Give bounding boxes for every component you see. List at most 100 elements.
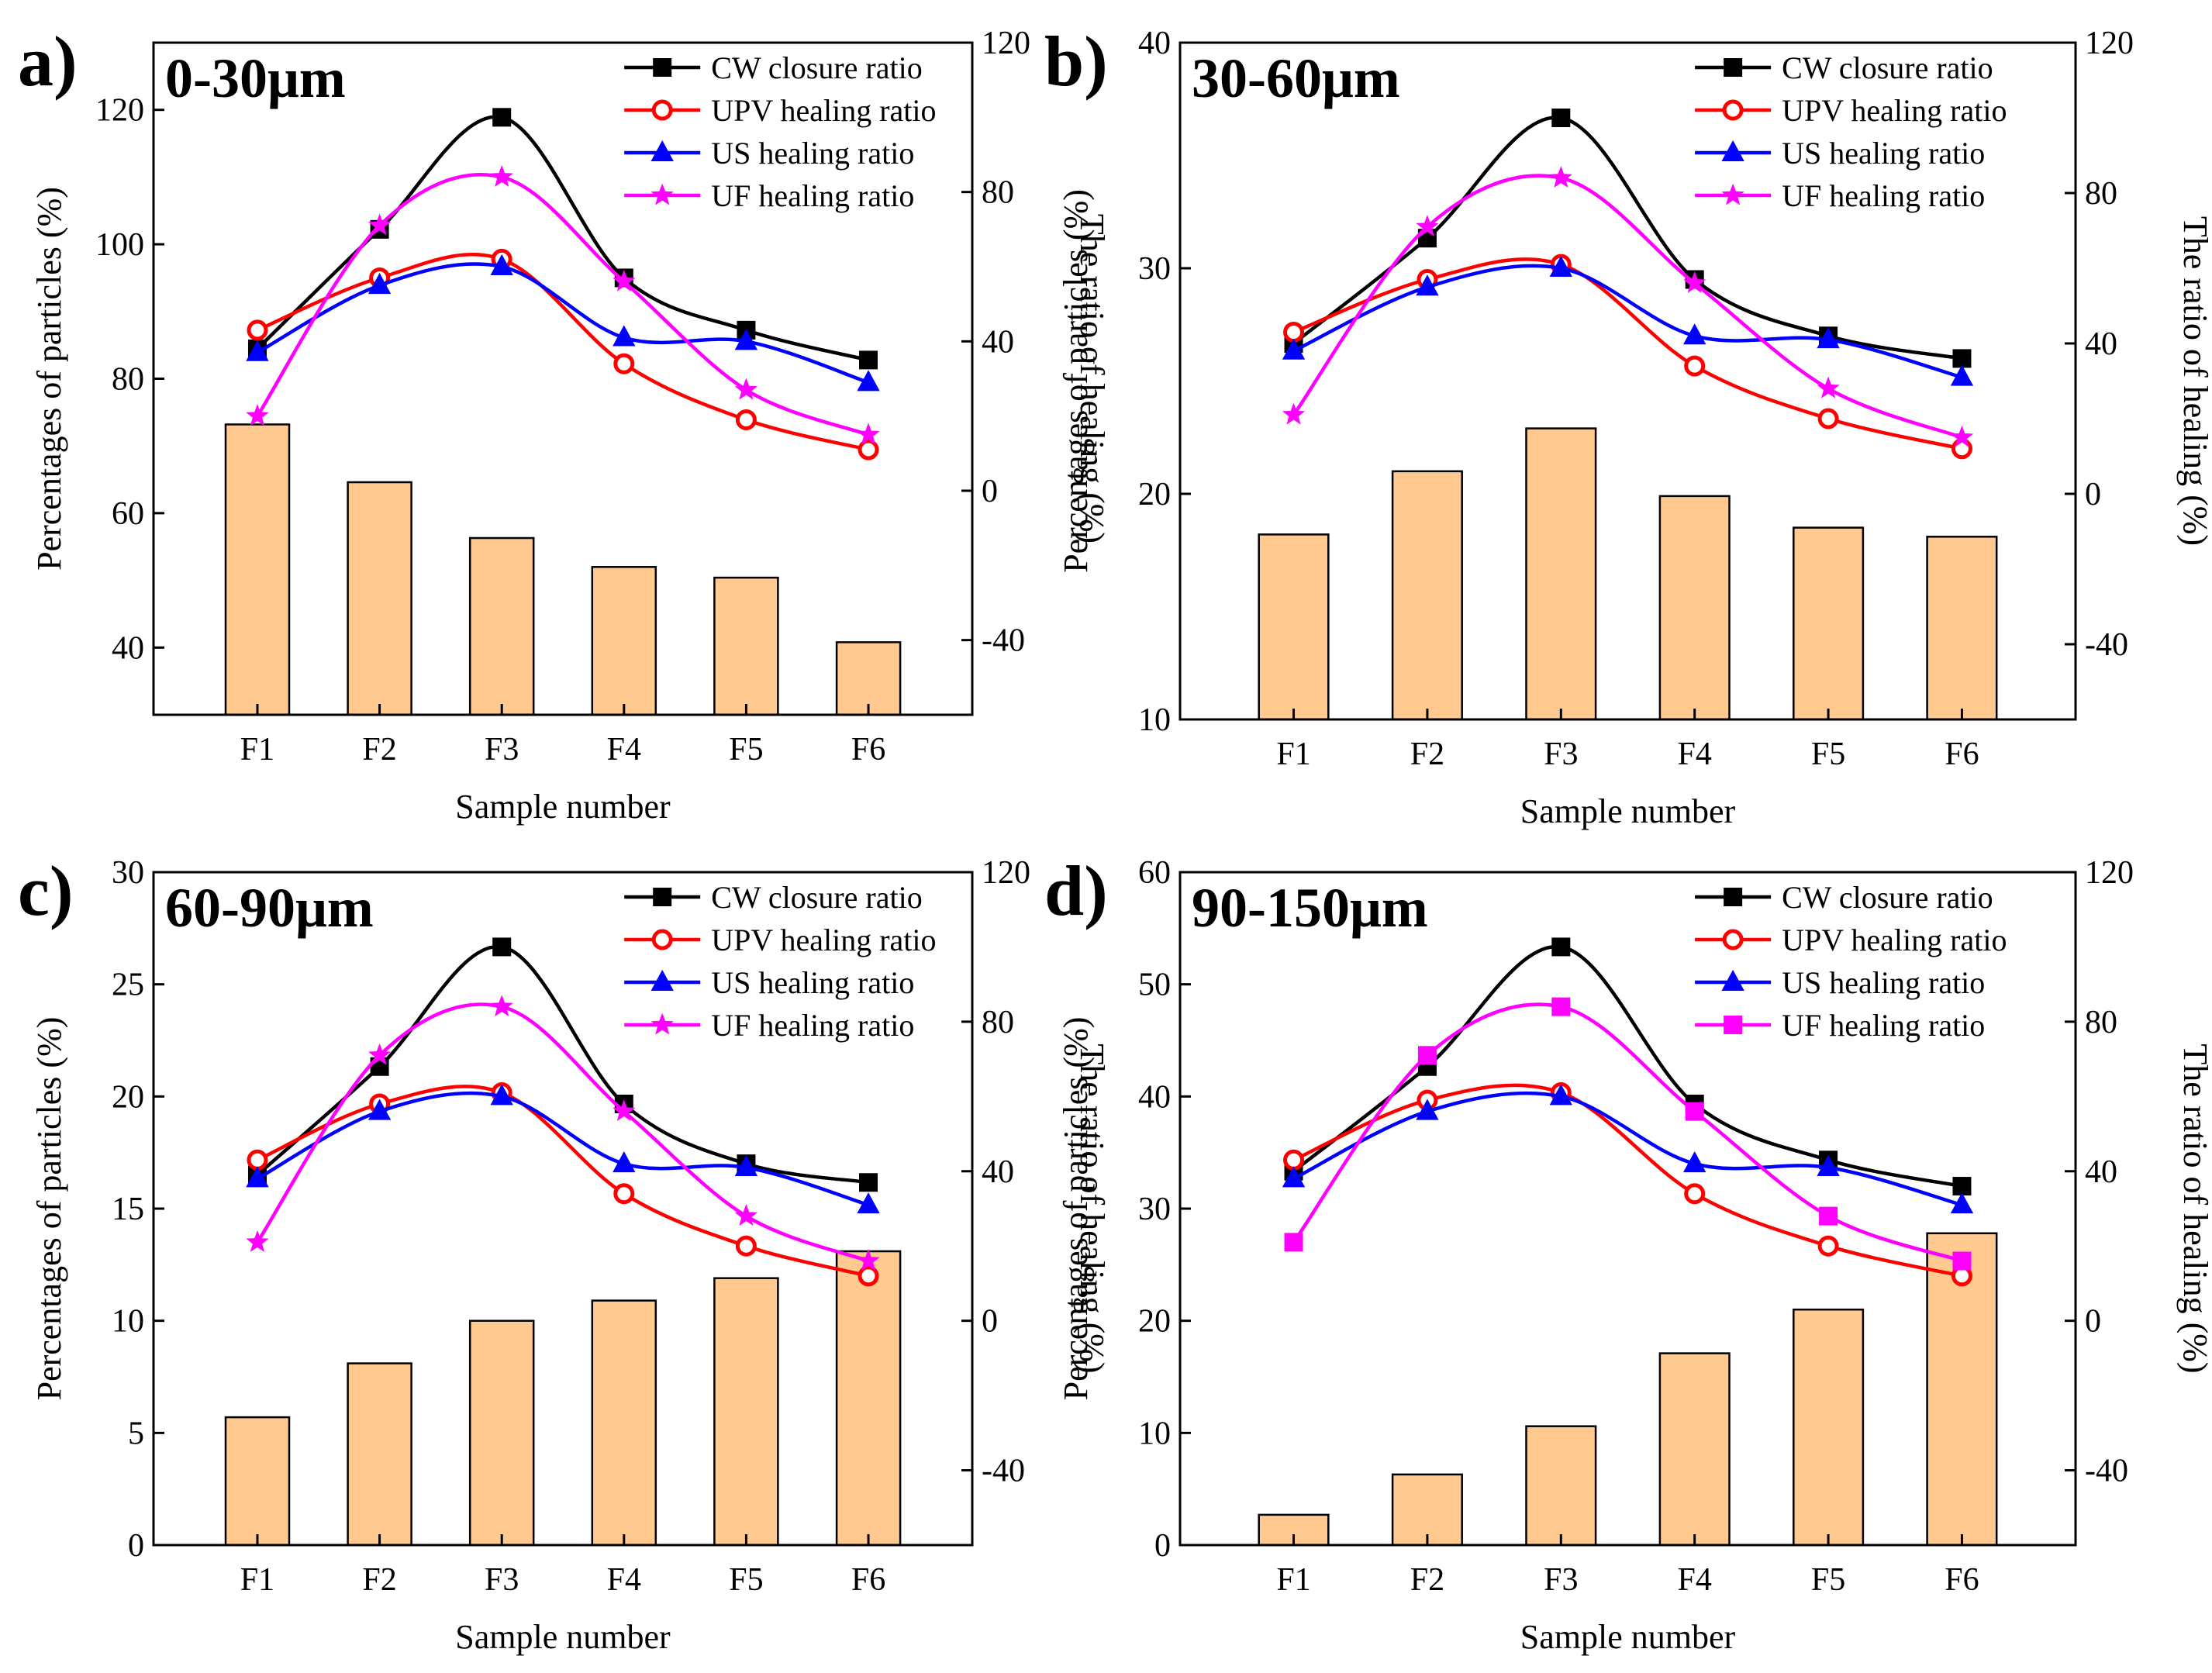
tick-label-right: 80 [982,175,1014,211]
point-upv-f6 [858,439,879,461]
point-uf-f2 [368,213,392,236]
tick-label-left: 30 [1138,1192,1171,1227]
panel-title: 0-30μm [165,47,346,109]
legend-label: US healing ratio [711,136,914,171]
tick-label-right: -40 [982,1454,1025,1489]
point-uf-f5 [734,378,758,400]
legend-label: US healing ratio [1782,965,1985,1000]
point-uf-f2 [1416,215,1439,237]
tick-label-right: -40 [2085,627,2128,663]
point-us-f4 [1683,323,1706,345]
bar-f6 [835,641,902,716]
legend-label: US healing ratio [1782,136,1985,171]
point-upv-f5 [1817,1235,1839,1257]
tick-label-left: 30 [112,855,144,891]
legend-label: UF healing ratio [1782,1008,1985,1043]
legend-label: UPV healing ratio [1782,923,2007,957]
series-line-uf [256,1002,869,1263]
series-line-uf [256,173,869,436]
legend-label: UF healing ratio [711,178,914,213]
point-upv-f4 [613,353,635,374]
x-axis-label: Sample number [455,1618,671,1656]
point-cw-f6 [1952,1177,1972,1196]
tick-label-right: 0 [982,1304,998,1340]
tick-label-right: 0 [2085,1304,2101,1340]
tick-label-right: -40 [982,623,1025,659]
point-cw-f3 [1551,937,1571,957]
tick-label-right: 0 [2085,477,2101,512]
legend-marker [1721,183,1744,205]
x-axis-label: Sample number [1520,792,1736,830]
series-line-uf [1292,1002,1963,1263]
point-us-f3 [1549,1084,1572,1106]
legend-marker [1724,888,1743,906]
legend-marker [1721,969,1744,991]
point-upv-f1 [247,1149,268,1171]
tick-label-left: 20 [1138,477,1171,512]
point-us-f1 [246,1166,269,1188]
point-us-f6 [857,370,880,392]
panel-letter: c) [18,851,73,930]
point-cw-f3 [492,108,512,127]
point-us-f4 [613,1151,636,1173]
tick-label-left: 40 [1138,1079,1171,1115]
legend-label: CW closure ratio [711,50,923,85]
point-us-f3 [490,254,513,275]
series-line-us [1292,264,1963,379]
tick-label-x: F6 [851,1562,885,1598]
tick-label-left: 15 [112,1192,144,1227]
point-cw-f6 [1952,349,1972,368]
tick-label-x: F5 [1811,736,1845,772]
point-upv-f6 [1951,438,1972,460]
tick-label-left: 25 [112,968,144,1003]
point-us-f1 [1282,338,1306,360]
point-us-f5 [1817,1154,1840,1176]
legend-label: UF healing ratio [1782,178,1985,213]
legend-label: UF healing ratio [711,1008,914,1043]
point-us-f1 [1282,1166,1306,1188]
bar-f1 [1258,533,1330,721]
tick-label-x: F1 [1276,1562,1310,1598]
legend-marker [650,140,674,161]
legend-marker [651,99,673,121]
panel-title: 30-60μm [1192,47,1400,109]
tick-label-x: F6 [1945,1562,1979,1598]
tick-label-left: 80 [112,362,144,398]
tick-label-left: 40 [112,630,144,666]
point-us-f6 [1950,1192,1974,1214]
tick-label-left: 10 [1138,1416,1171,1451]
point-us-f5 [734,329,758,350]
tick-label-x: F6 [851,732,885,768]
x-axis-label: Sample number [1520,1618,1736,1656]
point-upv-f6 [858,1265,879,1287]
tick-label-left: 30 [1138,251,1171,287]
legend-label: CW closure ratio [1782,50,1993,85]
chart-panel-3: 0 5 10 15 20 25 30 -40 0 40 80 120 F1 F2 F3 F4 F5 F6 Sampl… [18,851,1111,1656]
point-cw-f3 [1551,109,1571,127]
point-us-f3 [490,1084,513,1106]
tick-label-right: 40 [982,324,1014,360]
series-line-us [256,1091,869,1207]
tick-label-left: 0 [1154,1528,1171,1564]
tick-label-right: 40 [982,1154,1014,1190]
point-cw-f3 [492,937,512,957]
bar-f5 [1793,526,1865,721]
point-us-f5 [734,1154,758,1176]
point-uf-f6 [1952,1251,1972,1271]
tick-label-right: -40 [2085,1454,2128,1489]
point-upv-f4 [613,1183,635,1205]
bar-f5 [1793,1308,1865,1547]
bar-f4 [591,566,657,716]
point-us-f3 [1549,255,1572,277]
tick-label-x: F5 [1811,1562,1845,1598]
tick-label-x: F5 [729,732,763,768]
tick-label-right: 0 [982,474,998,509]
legend-label: CW closure ratio [1782,880,1993,915]
tick-label-x: F5 [729,1562,763,1598]
tick-label-x: F3 [485,732,519,768]
point-cw-f6 [859,1173,878,1192]
series-line-upv [257,252,869,452]
legend-label: US healing ratio [711,965,914,1000]
y-axis-label-left: Percentages of particles (%) [1057,189,1095,573]
legend-marker [1724,1016,1743,1034]
